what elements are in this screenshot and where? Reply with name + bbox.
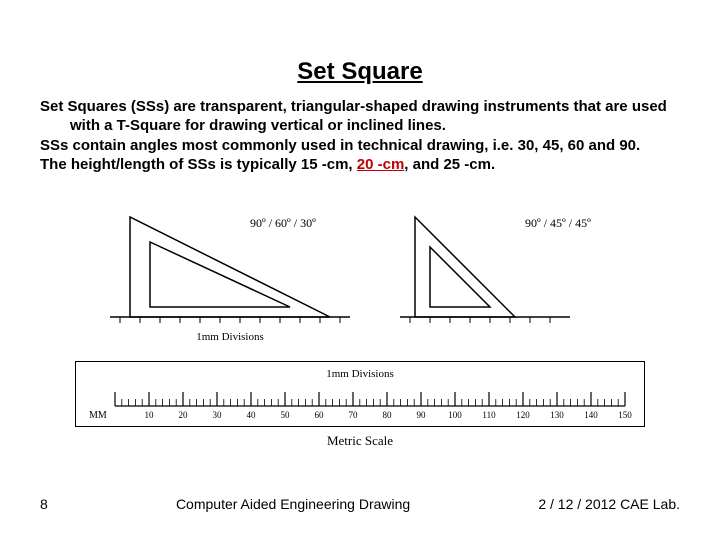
body-text: Set Squares (SSs) are transparent, trian… (40, 98, 680, 175)
svg-text:70: 70 (349, 410, 359, 420)
svg-text:40: 40 (247, 410, 257, 420)
svg-text:140: 140 (584, 410, 598, 420)
p3-part-a: The height/length of SSs is typically 15… (40, 156, 357, 173)
ruler-unit-label: MM (89, 410, 107, 421)
footer: 8 Computer Aided Engineering Drawing 2 /… (40, 496, 680, 512)
divisions-label-left: 1mm Divisions (196, 331, 264, 343)
metric-scale-label: Metric Scale (327, 433, 393, 449)
triangle-left-label: 90º / 60º / 30º (250, 216, 316, 230)
triangle-right: 90º / 45º / 45º (390, 197, 620, 349)
triangle-left-svg: 90º / 60º / 30º (100, 197, 360, 327)
svg-text:60: 60 (315, 410, 325, 420)
ruler-title: 1mm Divisions (326, 368, 394, 380)
svg-text:50: 50 (281, 410, 291, 420)
paragraph-1: Set Squares (SSs) are transparent, trian… (40, 98, 680, 136)
svg-text:80: 80 (383, 410, 393, 420)
footer-page-number: 8 (40, 496, 48, 512)
svg-text:130: 130 (550, 410, 564, 420)
p3-part-b: , and 25 -cm. (404, 156, 495, 173)
svg-text:20: 20 (179, 410, 189, 420)
ruler-svg: 10 20 30 40 50 60 70 80 90 100 110 120 130 140 150 MM (85, 384, 635, 424)
footer-right-text: 2 / 12 / 2012 CAE Lab. (538, 496, 680, 512)
triangle-left: 90º / 60º / 30º 1mm Divisions (100, 197, 360, 349)
svg-text:10: 10 (145, 410, 155, 420)
svg-text:90: 90 (417, 410, 427, 420)
triangle-right-label: 90º / 45º / 45º (525, 216, 591, 230)
paragraph-3: The height/length of SSs is typically 15… (40, 156, 680, 175)
ruler-box: 1mm Divisions 10 20 30 40 50 60 70 80 90 100 110 12… (75, 361, 645, 427)
svg-text:30: 30 (213, 410, 223, 420)
svg-text:150: 150 (618, 410, 632, 420)
svg-text:110: 110 (482, 410, 496, 420)
page-title: Set Square (40, 58, 680, 86)
diagram-area: 90º / 60º / 30º 1mm Divisions 90º / 45º … (40, 197, 680, 449)
paragraph-2: SSs contain angles most commonly used in… (40, 137, 680, 156)
triangle-right-svg: 90º / 45º / 45º (390, 197, 620, 327)
svg-text:100: 100 (448, 410, 462, 420)
footer-center-text: Computer Aided Engineering Drawing (48, 496, 539, 512)
svg-text:120: 120 (516, 410, 530, 420)
p3-highlight: 20 -cm (357, 156, 405, 173)
triangles-row: 90º / 60º / 30º 1mm Divisions 90º / 45º … (40, 197, 680, 349)
